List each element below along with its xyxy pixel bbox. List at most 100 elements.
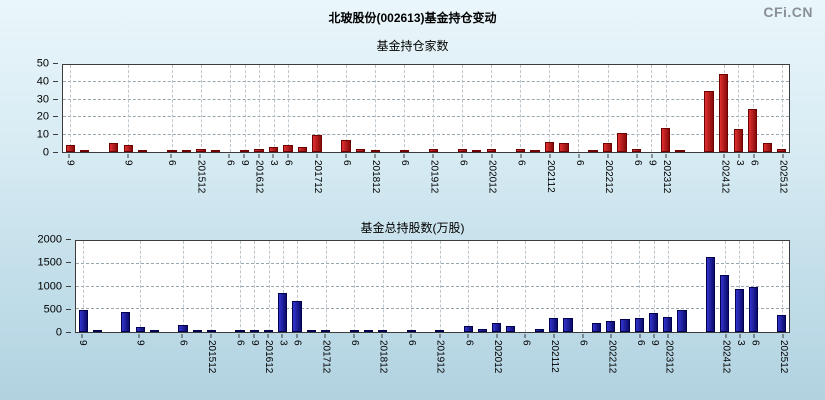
x-tick-label: 6 [748,160,760,166]
y-tick-mark [66,332,71,333]
y-tick-mark [53,63,58,64]
bar [268,146,279,152]
x-tick-label: 201912 [428,160,440,194]
bar [65,145,75,152]
x-tick-mark [324,334,326,338]
bar [92,329,102,332]
bar [181,150,192,152]
bar [648,312,659,332]
bar [278,293,288,332]
gridline-vertical [182,241,184,332]
bar [472,150,482,152]
y-tick-mark [53,152,58,153]
x-tick-mark [410,334,412,338]
gridline-horizontal [76,262,789,264]
bar [349,330,359,332]
x-tick-mark [267,334,269,338]
x-tick-mark [520,154,522,158]
gridline-vertical [288,65,290,152]
bar [320,329,331,332]
y-tick-mark [53,116,58,118]
bar [549,318,559,332]
x-tick-mark [549,154,551,158]
x-tick-label: 201812 [377,340,389,374]
x-tick-label: 202112 [549,340,561,373]
x-tick-mark [553,334,555,338]
x-tick-mark [610,334,612,338]
x-tick-label: 3 [734,160,746,166]
chart-subtitle-shares: 基金总持股数(万股) [360,221,465,235]
bar [292,301,302,332]
x-tick-mark [582,334,584,338]
x-tick-label: 202212 [606,340,618,374]
bar [733,129,743,152]
bar [306,330,316,332]
bar [777,148,787,152]
gridline-vertical [607,65,609,152]
gridline-vertical [491,65,493,152]
bar [121,311,131,332]
y-tick-mark [53,80,58,82]
bar [677,310,687,332]
cfi-cn-logo: CFi.CN [763,4,813,20]
y-tick-label: 0 [55,326,62,339]
gridline-vertical [578,65,580,152]
gridline-vertical [462,65,464,152]
x-tick-mark [138,334,140,338]
x-tick-label: 6 [166,160,178,166]
bar [588,150,598,152]
gridline-vertical [653,241,655,332]
gridline-vertical [781,241,783,332]
bar [283,145,293,152]
y-tick-label: 1500 [37,256,62,269]
bar [196,148,206,152]
x-tick-label: 202312 [661,160,673,194]
gridline-horizontal [63,81,789,83]
x-tick-mark [461,154,463,158]
x-tick-mark [403,154,405,158]
gridline-vertical [297,241,299,332]
x-tick-mark [607,154,609,158]
x-tick-label: 201712 [311,160,323,194]
x-tick-mark [723,154,725,158]
x-tick-mark [524,334,526,338]
bar [363,330,373,332]
gridline-vertical [239,241,241,332]
bar [341,139,351,152]
bar [591,322,602,332]
x-tick-label: 202512 [777,160,789,194]
bar [206,330,217,332]
page-title: 北玻股份(002613)基金持仓变动 [328,11,497,25]
gridline-vertical [282,241,284,332]
bar [235,330,245,332]
gridline-vertical [140,241,142,332]
x-axis-holders: 9 9 6 201512 6 9 201612 3 6 201712 6 201812 6 201912 6… [62,154,790,202]
bar [239,150,250,152]
gridline-vertical [354,241,356,332]
gridline-vertical [404,65,406,152]
x-tick-label: 201612 [253,160,265,194]
x-tick-label: 9 [77,340,89,346]
y-tick-label: 0 [42,146,49,159]
y-axis-shares: 0 500 1000 1500 2000 [16,234,71,338]
gridline-vertical [549,65,551,152]
x-tick-label: 201712 [320,340,332,374]
x-tick-mark [491,154,493,158]
bar [534,329,544,332]
gridline-horizontal [63,133,789,135]
x-tick-mark [496,334,498,338]
gridline-vertical [739,241,741,332]
bar [210,150,221,152]
x-tick-mark [353,334,355,338]
x-tick-label: 6 [291,340,303,346]
bar [135,327,145,332]
gridline-vertical [639,241,641,332]
x-tick-label: 6 [573,160,585,166]
x-tick-label: 9 [122,160,134,166]
bar [620,319,630,332]
x-tick-mark [653,334,655,338]
x-tick-mark [68,154,70,158]
gridline-vertical [70,65,72,152]
x-tick-mark [253,334,255,338]
